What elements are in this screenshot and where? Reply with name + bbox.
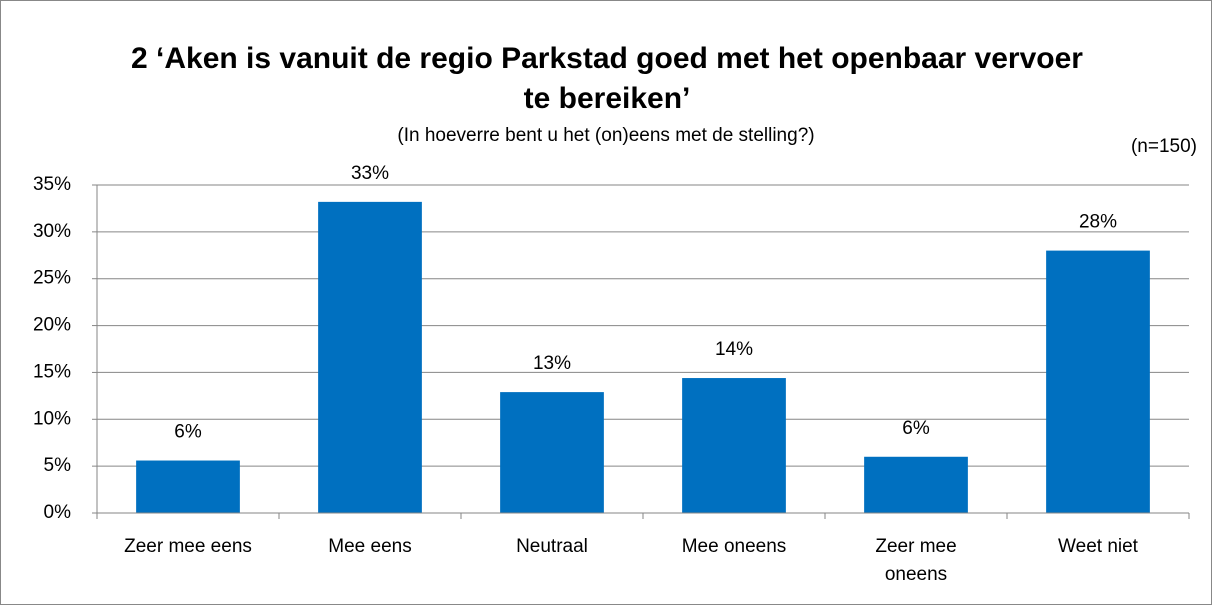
x-tick-label: Neutraal	[516, 536, 588, 557]
x-tick-label: Zeer mee eens	[124, 536, 252, 557]
y-tick-label: 35%	[33, 174, 71, 195]
y-tick-label: 30%	[33, 221, 71, 242]
y-tick-label: 10%	[33, 408, 71, 429]
bar	[136, 460, 240, 513]
x-tick-label: Mee eens	[328, 536, 412, 557]
bar	[500, 392, 604, 513]
data-label: 6%	[174, 422, 202, 443]
data-label: 13%	[533, 353, 571, 374]
chart-title: 2 ‘Aken is vanuit de regio Parkstad goed…	[131, 42, 1083, 115]
y-tick-label: 25%	[33, 268, 71, 289]
bar	[864, 456, 968, 513]
bar	[318, 201, 422, 513]
data-label: 6%	[902, 418, 930, 439]
chart-subtitle: (In hoeverre bent u het (on)eens met de …	[397, 125, 815, 146]
data-label: 28%	[1079, 212, 1117, 233]
x-tick-label: Mee oneens	[681, 536, 787, 557]
y-tick-label: 5%	[44, 455, 72, 476]
y-tick-label: 15%	[33, 361, 71, 382]
y-tick-label: 0%	[44, 502, 72, 523]
bar	[1046, 250, 1150, 513]
data-label: 33%	[351, 163, 389, 184]
sample-size: (n=150)	[1130, 136, 1197, 157]
bar	[682, 378, 786, 513]
y-tick-label: 20%	[33, 315, 71, 336]
data-label: 14%	[715, 339, 753, 360]
x-tick-label: Zeer mee oneens	[875, 536, 957, 585]
x-tick-label: Weet niet	[1058, 536, 1138, 557]
